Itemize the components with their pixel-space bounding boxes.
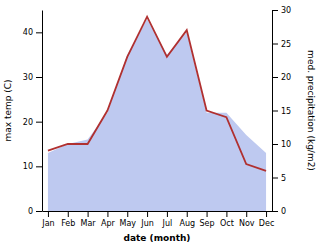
marks — [48, 17, 266, 211]
tick-mark — [272, 44, 278, 45]
chart-container: Jan Feb Mar AprMay Jun Jul Aug Sep Oct Nov Dec 0 10 2… — [0, 0, 318, 247]
tick-label: 5 — [281, 174, 286, 183]
tick-mark — [272, 77, 278, 78]
tick-mark — [68, 211, 69, 217]
tick-label: 10 — [281, 140, 291, 149]
tick-label: 40 — [23, 28, 33, 37]
tick-label: Jan — [41, 219, 54, 228]
y2-axis-title: med. precipitation (kg/m2) — [306, 50, 316, 171]
tick-mark — [36, 211, 42, 212]
tick-label: Nov — [239, 219, 255, 228]
tick-label: 20 — [23, 118, 33, 127]
tick-label: 25 — [281, 40, 291, 49]
tick-label: May — [119, 219, 136, 228]
y2-axis: 0 5 10 15 20 25 30 — [272, 6, 291, 216]
tick-mark — [88, 211, 89, 217]
tick-label: 0 — [28, 207, 33, 216]
tick: 5 — [272, 174, 286, 183]
y-axis-title: max temp (C) — [3, 79, 13, 141]
tick: 30 — [272, 6, 291, 15]
tick: 10 — [272, 140, 291, 149]
tick: 20 — [272, 73, 291, 82]
tick: Apr — [101, 211, 116, 228]
area — [48, 19, 266, 211]
axis-line — [42, 11, 43, 212]
tick-mark — [36, 166, 42, 167]
tick-mark — [127, 211, 128, 217]
tick-mark — [272, 211, 278, 212]
tick-label: Feb — [61, 219, 75, 228]
tick: Nov — [239, 211, 255, 228]
tick-label: 30 — [281, 6, 291, 15]
tick-mark — [147, 211, 148, 217]
tick: May — [119, 211, 136, 228]
tick: Jul — [162, 211, 173, 228]
tick-mark — [272, 144, 278, 145]
tick-mark — [272, 111, 278, 112]
tick-label: Mar — [81, 219, 97, 228]
axis-line — [43, 211, 273, 212]
tick-mark — [48, 211, 49, 217]
tick-label: 10 — [23, 162, 33, 171]
plot: Jan Feb Mar AprMay Jun Jul Aug Sep Oct Nov Dec 0 10 2… — [23, 6, 291, 228]
tick: 30 — [23, 73, 42, 82]
tick-mark — [187, 211, 188, 217]
tick-mark — [36, 122, 42, 123]
tick: 15 — [272, 107, 291, 116]
tick: Oct — [220, 211, 234, 228]
tick-label: 15 — [281, 107, 291, 116]
chart-svg: Jan Feb Mar AprMay Jun Jul Aug Sep Oct Nov Dec 0 10 2… — [0, 0, 318, 247]
tick: 10 — [23, 162, 42, 171]
tick: Aug — [179, 211, 195, 228]
tick: Dec — [259, 211, 274, 228]
tick-label: 30 — [23, 73, 33, 82]
tick: 25 — [272, 40, 291, 49]
tick-label: Apr — [101, 219, 116, 228]
tick-label: Jun — [140, 219, 154, 228]
tick-label: Sep — [200, 219, 215, 228]
x-axis: Jan Feb Mar AprMay Jun Jul Aug Sep Oct Nov Dec — [41, 211, 274, 228]
x-axis-title: date (month) — [124, 233, 191, 243]
tick-label: 0 — [281, 207, 286, 216]
tick: Jan — [41, 211, 54, 228]
tick-label: 20 — [281, 73, 291, 82]
tick-label: Aug — [179, 219, 195, 228]
tick-label: Oct — [220, 219, 234, 228]
y-axis: 0 10 20 30 40 — [23, 11, 43, 217]
tick-mark — [167, 211, 168, 217]
tick: 0 — [272, 207, 286, 216]
tick-mark — [272, 10, 278, 11]
tick: 40 — [23, 28, 42, 37]
tick-mark — [36, 77, 42, 78]
tick: Feb — [61, 211, 75, 228]
tick-mark — [246, 211, 247, 217]
tick: 20 — [23, 118, 42, 127]
tick: Sep — [200, 211, 215, 228]
tick: Jun — [140, 211, 154, 228]
tick: Mar — [81, 211, 97, 228]
tick-mark — [207, 211, 208, 217]
tick-label: Dec — [259, 219, 274, 228]
tick: 0 — [28, 207, 42, 216]
tick-mark — [36, 32, 42, 33]
tick-mark — [226, 211, 227, 217]
line — [48, 17, 266, 171]
tick-mark — [107, 211, 108, 217]
tick-mark — [266, 211, 267, 217]
tick-label: Jul — [162, 219, 173, 228]
tick-mark — [272, 178, 278, 179]
